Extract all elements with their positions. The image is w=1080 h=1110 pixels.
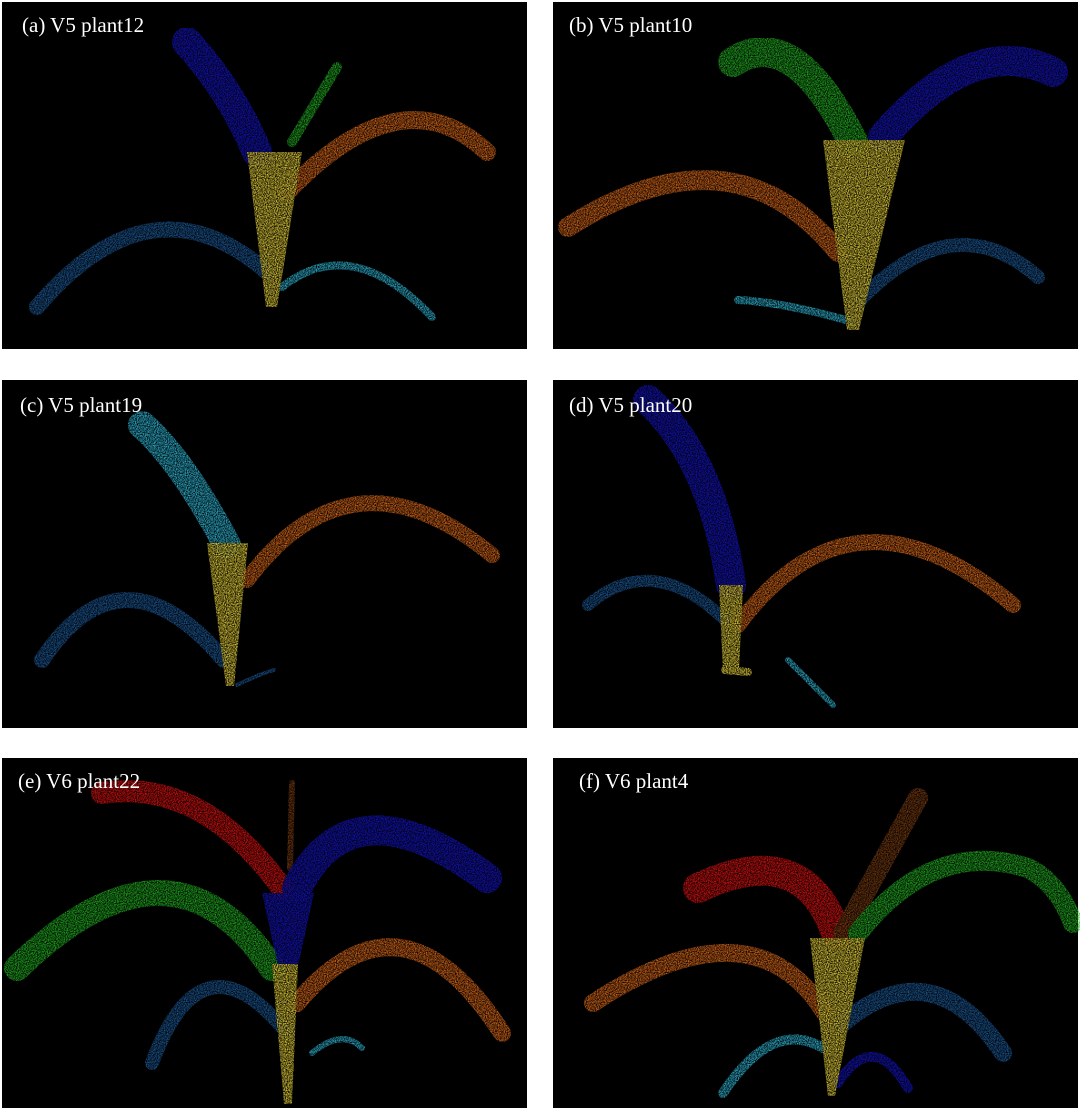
leaf: [833, 788, 928, 943]
leaf: [851, 237, 1045, 309]
point-cloud: [4, 780, 511, 1104]
point-cloud: [582, 385, 1021, 708]
leaf: [278, 111, 496, 201]
stem: [719, 585, 743, 672]
leaf: [730, 534, 1021, 633]
leaf: [558, 170, 848, 262]
leaf: [172, 27, 272, 167]
panel-label: (f) V6 plant4: [579, 769, 689, 793]
panel-label: (d) V5 plant20: [569, 393, 692, 417]
stem: [262, 893, 314, 966]
stem: [247, 152, 302, 307]
leaf: [34, 592, 232, 668]
leaf: [834, 982, 1012, 1062]
panel: (a) V5 plant12: [2, 2, 527, 349]
leaf: [584, 944, 834, 1022]
panel-label: (b) V5 plant10: [569, 13, 692, 37]
point-cloud: [29, 27, 496, 321]
leaf: [278, 261, 436, 321]
leaf: [145, 980, 294, 1070]
point-cloud: [584, 788, 1080, 1098]
stem: [823, 140, 905, 330]
panel-label: (a) V5 plant12: [22, 13, 144, 37]
leaf: [721, 666, 752, 676]
leaf: [235, 668, 276, 687]
panel: (f) V6 plant4: [553, 758, 1080, 1108]
point-cloud: [558, 37, 1068, 330]
panel-label: (c) V5 plant19: [20, 393, 142, 417]
stem: [810, 938, 865, 1096]
leaf: [683, 855, 851, 948]
leaf: [582, 574, 731, 626]
leaf: [128, 411, 241, 559]
leaf: [288, 938, 511, 1042]
panel: (e) V6 plant22: [2, 758, 527, 1108]
leaf: [734, 296, 857, 326]
leaf: [718, 37, 868, 157]
leaf: [848, 850, 1080, 943]
leaf: [833, 1051, 913, 1093]
panel-label: (e) V6 plant22: [18, 769, 140, 793]
panel: (d) V5 plant20: [553, 380, 1078, 728]
leaf: [868, 45, 1068, 152]
leaf: [287, 62, 342, 147]
leaf: [239, 495, 500, 588]
leaf: [287, 780, 295, 871]
leaf: [282, 815, 502, 903]
leaf: [29, 221, 275, 315]
leaf: [4, 880, 285, 981]
leaf: [633, 385, 746, 600]
stem: [207, 543, 248, 686]
stem: [272, 964, 298, 1104]
leaf: [718, 1034, 828, 1098]
point-cloud: [34, 411, 500, 687]
leaf: [309, 1036, 365, 1056]
leaf: [785, 657, 836, 708]
panel-background: [2, 758, 527, 1108]
leaf: [91, 780, 293, 899]
panel: (c) V5 plant19: [2, 380, 527, 728]
panel: (b) V5 plant10: [553, 2, 1078, 349]
